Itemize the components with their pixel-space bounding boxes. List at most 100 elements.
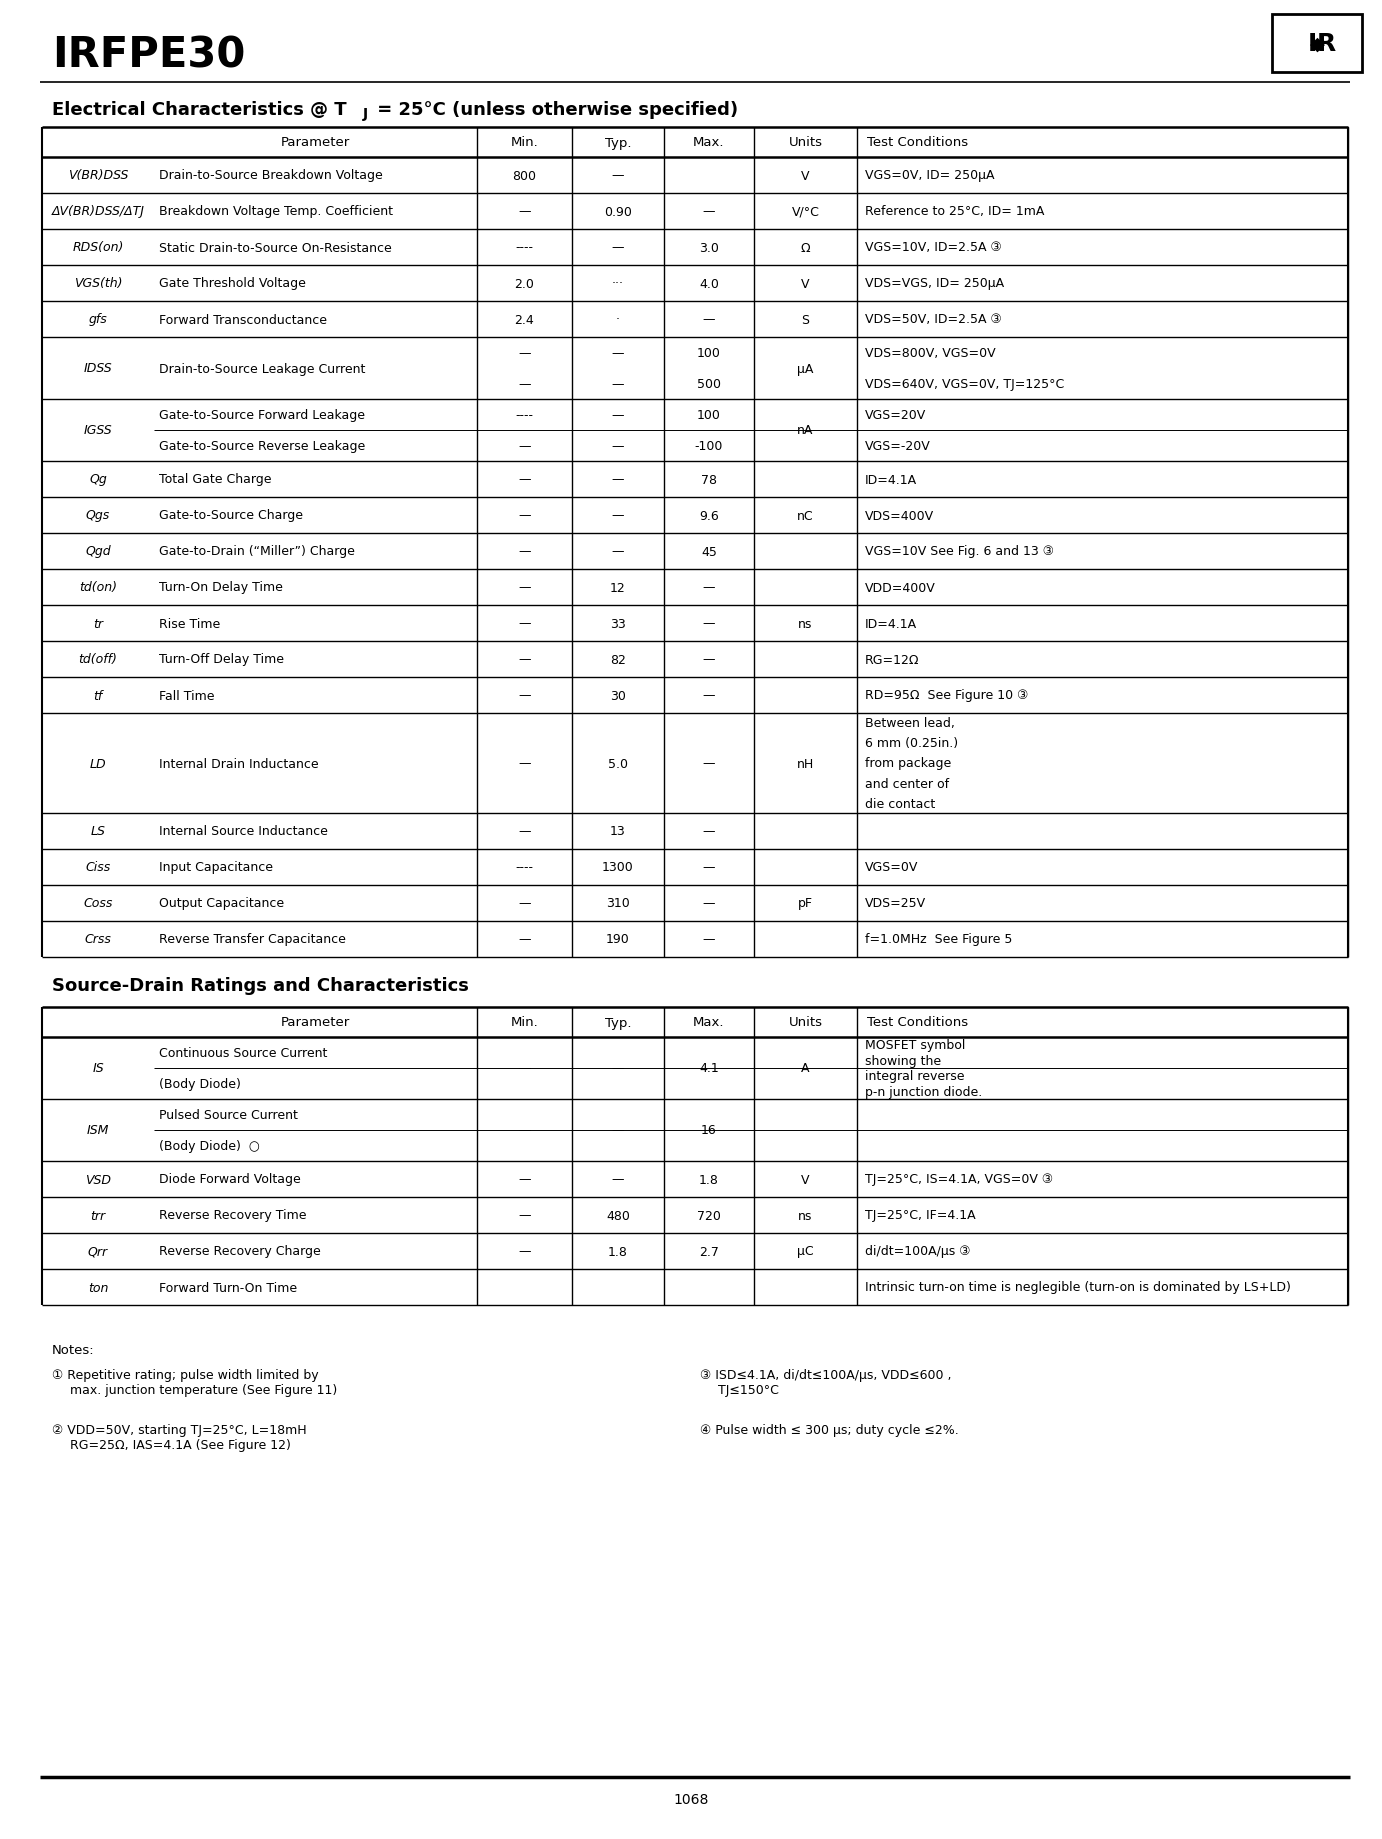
Text: showing the: showing the [865,1054,941,1067]
Text: 1300: 1300 [603,861,634,874]
Text: IGSS: IGSS [84,425,112,438]
Text: Qg: Qg [88,473,106,485]
Text: —: — [703,653,716,666]
Text: Forward Transconductance: Forward Transconductance [159,313,328,326]
Text: J: J [363,107,368,121]
Text: 0.90: 0.90 [604,206,632,219]
Text: Gate-to-Source Reverse Leakage: Gate-to-Source Reverse Leakage [159,440,365,452]
Text: VGS=10V See Fig. 6 and 13 ③: VGS=10V See Fig. 6 and 13 ③ [865,544,1054,559]
Text: p-n junction diode.: p-n junction diode. [865,1085,983,1098]
Text: tr: tr [93,618,104,631]
Text: 800: 800 [513,169,536,182]
Text: —: — [703,758,716,771]
Text: IS: IS [93,1061,104,1076]
Text: —: — [703,861,716,874]
Text: 480: 480 [607,1208,630,1221]
Text: —: — [518,1208,531,1221]
Text: 78: 78 [701,473,717,485]
Text: Max.: Max. [694,1015,724,1030]
Text: nH: nH [797,758,814,771]
Text: 1068: 1068 [673,1791,709,1806]
Text: ISM: ISM [87,1124,109,1137]
Text: —: — [518,581,531,594]
Text: ···: ··· [612,278,625,291]
Text: di/dt=100A/μs ③: di/dt=100A/μs ③ [865,1245,970,1258]
Text: IDSS: IDSS [84,362,112,375]
Text: —: — [703,690,716,702]
Text: Fall Time: Fall Time [159,690,214,702]
Text: LD: LD [90,758,106,771]
Text: gfs: gfs [88,313,108,326]
Text: TJ=25°C, IF=4.1A: TJ=25°C, IF=4.1A [865,1208,976,1221]
Text: 4.1: 4.1 [699,1061,719,1076]
Text: —: — [703,313,716,326]
Bar [1271,15,1363,74]
Text: 500: 500 [697,377,721,390]
Text: VGS=10V, ID=2.5A ③: VGS=10V, ID=2.5A ③ [865,241,1002,254]
Text: VDD=400V: VDD=400V [865,581,936,594]
Text: —: — [612,1173,625,1186]
Text: Reverse Recovery Time: Reverse Recovery Time [159,1208,307,1221]
Text: VDS=640V, VGS=0V, TJ=125°C: VDS=640V, VGS=0V, TJ=125°C [865,377,1064,390]
Text: Qgd: Qgd [86,544,111,559]
Text: 12: 12 [609,581,626,594]
Text: TJ≤150°C: TJ≤150°C [719,1383,779,1398]
Text: Reference to 25°C, ID= 1mA: Reference to 25°C, ID= 1mA [865,206,1045,219]
Text: Min.: Min. [510,136,539,149]
Text: Breakdown Voltage Temp. Coefficient: Breakdown Voltage Temp. Coefficient [159,206,392,219]
Text: Continuous Source Current: Continuous Source Current [159,1046,328,1059]
Text: Coss: Coss [83,897,113,910]
Text: Input Capacitance: Input Capacitance [159,861,274,874]
Text: nA: nA [797,425,814,438]
Text: —: — [518,1173,531,1186]
Text: V: V [802,278,810,291]
Text: ----: ---- [515,241,533,254]
Text: —: — [518,206,531,219]
Text: VGS=-20V: VGS=-20V [865,440,930,452]
Text: ④ Pulse width ≤ 300 μs; duty cycle ≤2%.: ④ Pulse width ≤ 300 μs; duty cycle ≤2%. [701,1423,959,1436]
Text: Reverse Recovery Charge: Reverse Recovery Charge [159,1245,321,1258]
Text: VSD: VSD [86,1173,111,1186]
Text: —: — [518,1124,531,1137]
Text: —: — [612,348,625,360]
Text: and center of: and center of [865,778,949,791]
Text: max. junction temperature (See Figure 11): max. junction temperature (See Figure 11… [70,1383,337,1398]
Text: —: — [703,897,716,910]
Text: —: — [703,581,716,594]
Text: pF: pF [797,897,813,910]
Text: integral reverse: integral reverse [865,1070,965,1083]
Text: RG=25Ω, IAS=4.1A (See Figure 12): RG=25Ω, IAS=4.1A (See Figure 12) [70,1438,290,1451]
Text: Pulsed Source Current: Pulsed Source Current [159,1109,299,1122]
Text: —: — [612,408,625,421]
Text: Typ.: Typ. [605,136,632,149]
Text: 4.0: 4.0 [699,278,719,291]
Text: VDS=800V, VGS=0V: VDS=800V, VGS=0V [865,348,995,360]
Text: RD=95Ω  See Figure 10 ③: RD=95Ω See Figure 10 ③ [865,690,1028,702]
Text: —: — [518,618,531,631]
Text: Drain-to-Source Leakage Current: Drain-to-Source Leakage Current [159,362,365,375]
Text: Test Conditions: Test Conditions [867,1015,969,1030]
Text: —: — [518,653,531,666]
Text: —: — [703,932,716,945]
Text: —: — [518,826,531,839]
Text: Drain-to-Source Breakdown Voltage: Drain-to-Source Breakdown Voltage [159,169,383,182]
Text: Max.: Max. [694,136,724,149]
Text: f=1.0MHz  See Figure 5: f=1.0MHz See Figure 5 [865,932,1013,945]
Text: 100: 100 [697,348,721,360]
Text: ns: ns [799,1208,813,1221]
Text: 9.6: 9.6 [699,509,719,522]
Text: Turn-Off Delay Time: Turn-Off Delay Time [159,653,283,666]
Text: —: — [518,690,531,702]
Text: —: — [518,1061,531,1076]
Text: 2.4: 2.4 [514,313,535,326]
Text: —: — [518,348,531,360]
Text: —: — [612,1124,625,1137]
Text: Gate-to-Source Forward Leakage: Gate-to-Source Forward Leakage [159,408,365,421]
Text: Source-Drain Ratings and Characteristics: Source-Drain Ratings and Characteristics [53,977,468,995]
Text: die contact: die contact [865,796,936,809]
Text: Static Drain-to-Source On-Resistance: Static Drain-to-Source On-Resistance [159,241,391,254]
Text: V: V [802,1173,810,1186]
Text: 30: 30 [609,690,626,702]
Text: μC: μC [797,1245,814,1258]
Text: —: — [518,440,531,452]
